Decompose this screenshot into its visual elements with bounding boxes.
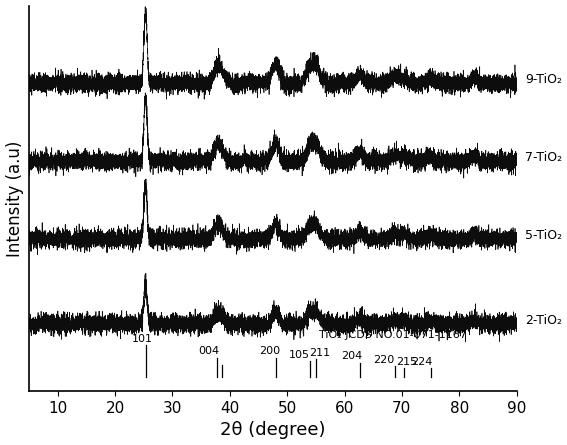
Text: 7-TiO₂: 7-TiO₂	[525, 151, 562, 164]
Text: 204: 204	[341, 352, 362, 361]
X-axis label: 2θ (degree): 2θ (degree)	[220, 421, 325, 440]
Text: 200: 200	[260, 346, 281, 356]
Text: TiO₂ JCDS NO.01-071-1167: TiO₂ JCDS NO.01-071-1167	[319, 330, 467, 340]
Text: 9-TiO₂: 9-TiO₂	[525, 73, 562, 86]
Text: 215: 215	[396, 357, 417, 367]
Text: 101: 101	[132, 334, 153, 344]
Y-axis label: Intensity (a.u): Intensity (a.u)	[6, 140, 24, 257]
Text: 5-TiO₂: 5-TiO₂	[525, 229, 562, 242]
Text: 2-TiO₂: 2-TiO₂	[525, 314, 562, 327]
Text: 004: 004	[198, 346, 219, 356]
Text: 211: 211	[308, 348, 330, 358]
Text: 224: 224	[411, 357, 433, 367]
Text: 220: 220	[373, 355, 394, 365]
Text: 105: 105	[289, 350, 310, 360]
